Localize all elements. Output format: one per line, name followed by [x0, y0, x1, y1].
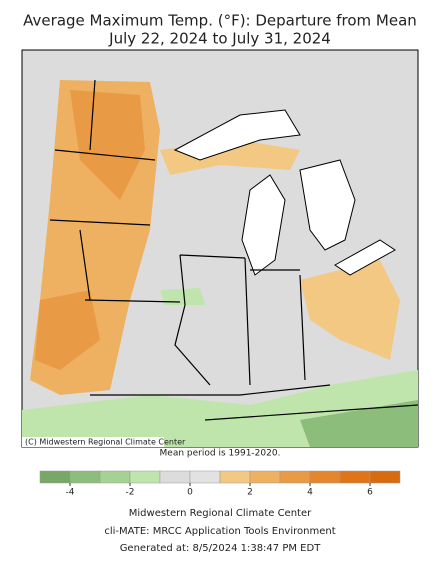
cool-region: [160, 288, 205, 305]
colorbar-tick-label: 4: [307, 488, 313, 498]
copyright: (C) Midwestern Regional Climate Center: [25, 438, 186, 447]
colorbar-tick-label: 0: [187, 488, 193, 498]
title-line: Average Maximum Temp. (°F): Departure fr…: [23, 12, 417, 30]
colorbar-segment: [189, 470, 221, 484]
colorbar-segment: [159, 470, 191, 484]
colorbar-segment: [249, 470, 281, 484]
colorbar-segment: [279, 470, 311, 484]
colorbar-tick-label: 6: [367, 488, 373, 498]
colorbar-segment: [129, 470, 161, 484]
warm-region: [35, 290, 100, 370]
warm-region: [300, 260, 400, 360]
colorbar-segment: [369, 470, 401, 484]
colorbar-segment: [219, 470, 251, 484]
colorbar-tick-label: -4: [66, 488, 75, 498]
copyright-box: [22, 437, 164, 447]
colorbar-segment: [309, 470, 341, 484]
lake: [299, 159, 356, 251]
colorbar-tick-label: -2: [126, 488, 135, 498]
lake: [241, 174, 286, 276]
colorbar-tick-label: 2: [247, 488, 253, 498]
title-line: July 22, 2024 to July 31, 2024: [108, 30, 331, 48]
cool-region: [300, 400, 418, 447]
colorbar-segment: [99, 470, 131, 484]
mean-note: Mean period is 1991-2020.: [160, 449, 281, 459]
colorbar: -4 -2 0 2 4 6: [39, 470, 401, 498]
footer-line: cli-MATE: MRCC Application Tools Environ…: [104, 526, 335, 537]
map: (C) Midwestern Regional Climate Center: [21, 49, 419, 448]
footer-line: Midwestern Regional Climate Center: [129, 508, 312, 519]
colorbar-segment: [39, 470, 71, 484]
footer-line: Generated at: 8/5/2024 1:38:47 PM EDT: [120, 543, 322, 554]
colorbar-segment: [69, 470, 101, 484]
state-border: [49, 79, 419, 421]
warm-region: [70, 90, 145, 200]
lake: [173, 109, 301, 161]
colorbar-segment: [339, 470, 371, 484]
lake: [334, 239, 396, 276]
